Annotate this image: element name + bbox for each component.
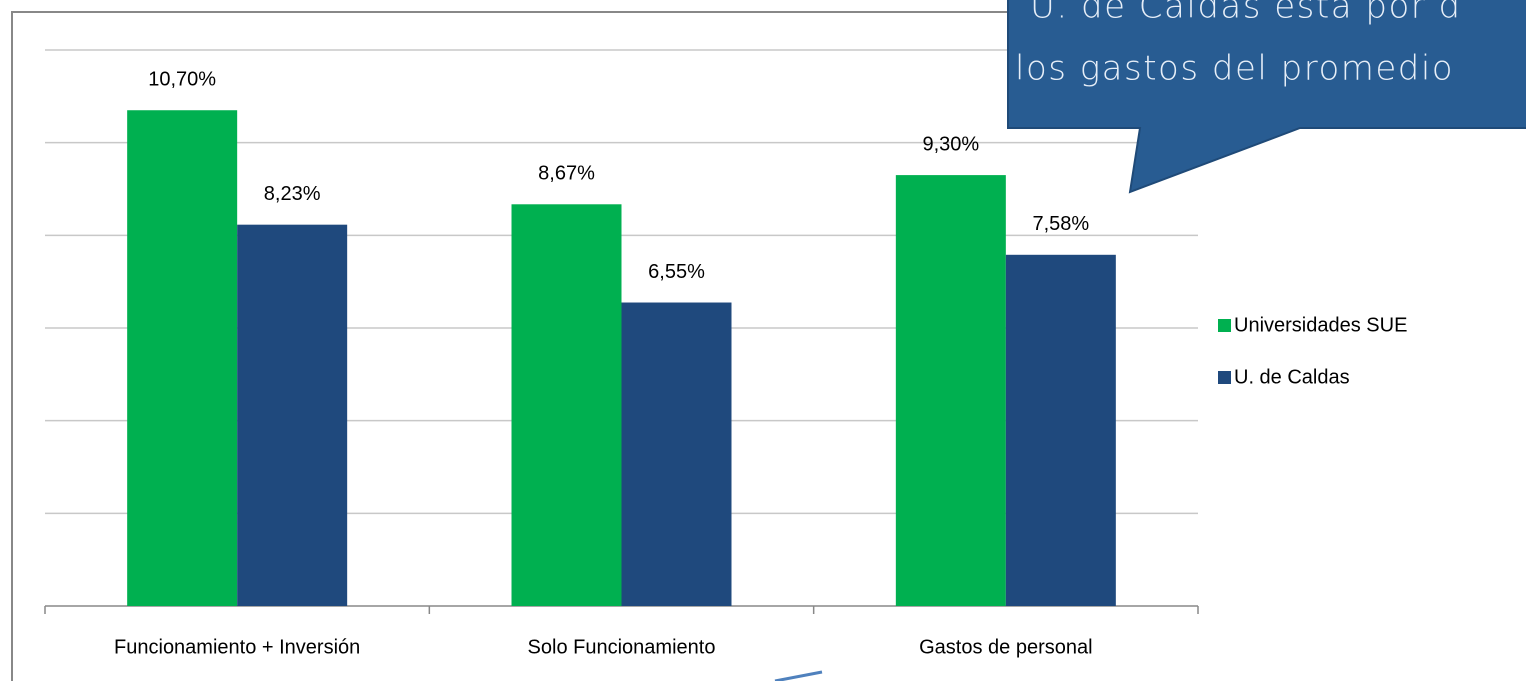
bar [621, 302, 732, 606]
bar [237, 224, 348, 606]
x-tick-label: Gastos de personal [919, 636, 1092, 658]
legend-swatch [1218, 371, 1231, 384]
callout-text: U. de Caldas está por d [1030, 0, 1462, 27]
legend-label: U. de Caldas [1234, 366, 1350, 388]
legend-label: Universidades SUE [1234, 314, 1407, 336]
x-tick-label: Solo Funcionamiento [528, 636, 716, 658]
bar [127, 110, 238, 606]
x-tick-label: Funcionamiento + Inversión [114, 636, 360, 658]
callout-text: los gastos del promedio [1015, 49, 1454, 89]
decoration [774, 670, 823, 681]
plot-area: Funcionamiento + Inversión 10,70% 8,23% Sol… [44, 49, 1407, 658]
data-label: 6,55% [648, 261, 705, 283]
bar [511, 204, 622, 607]
bar [1005, 254, 1116, 606]
bar [895, 175, 1006, 606]
data-label: 10,70% [148, 69, 216, 91]
data-label: 8,23% [264, 183, 321, 205]
callout [1007, 0, 1526, 194]
data-label: 9,30% [922, 133, 979, 155]
legend-swatch [1218, 319, 1231, 332]
chart-frame [11, 11, 1526, 681]
data-label: 7,58% [1032, 213, 1089, 235]
data-label: 8,67% [538, 163, 595, 185]
